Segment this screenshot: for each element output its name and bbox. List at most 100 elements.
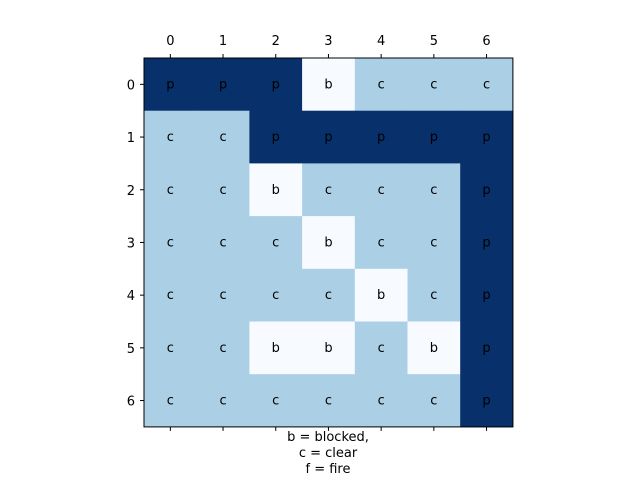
cell-label-5-5: b: [430, 341, 438, 356]
cell-4-1: [196, 268, 250, 322]
cell-0-6: [460, 58, 514, 112]
cell-label-6-5: c: [430, 394, 437, 409]
y-tick-label-0: 0: [127, 78, 135, 93]
cell-label-0-6: c: [483, 77, 490, 92]
y-tick-label-1: 1: [127, 131, 135, 146]
cell-label-2-3: c: [325, 183, 332, 198]
y-tick-label-5: 5: [127, 342, 135, 357]
cell-label-1-3: p: [324, 130, 332, 145]
cell-label-6-2: c: [272, 394, 279, 409]
cell-label-0-0: p: [166, 77, 174, 92]
y-tick-label-2: 2: [127, 184, 135, 199]
cell-5-2: [249, 321, 303, 375]
cell-label-5-0: c: [167, 341, 174, 356]
cell-label-0-5: c: [430, 77, 437, 92]
cell-1-6: [460, 110, 514, 164]
cell-1-2: [249, 110, 303, 164]
cell-5-3: [302, 321, 356, 375]
cell-labels-layer: p p p b c c c c c p p p p p c c b c c c p c c c b c c p c c c c b c p c c b b c…: [166, 77, 490, 408]
x-tick-label-0: 0: [166, 34, 174, 49]
cell-label-3-4: c: [378, 235, 385, 250]
cell-label-0-1: p: [219, 77, 227, 92]
cell-3-6: [460, 216, 514, 270]
cell-label-3-1: c: [219, 235, 226, 250]
cell-0-0: [144, 58, 198, 112]
cell-label-4-2: c: [272, 288, 279, 303]
cell-label-3-2: c: [272, 235, 279, 250]
x-tick-label-2: 2: [272, 34, 280, 49]
cell-label-3-6: p: [482, 235, 490, 250]
cell-label-5-6: p: [482, 341, 490, 356]
cell-4-5: [407, 268, 461, 322]
cell-4-3: [302, 268, 356, 322]
cell-label-6-3: c: [325, 394, 332, 409]
legend-line-clear: c = clear: [298, 446, 358, 461]
cell-5-5: [407, 321, 461, 375]
cell-5-0: [144, 321, 198, 375]
cell-label-0-4: c: [378, 77, 385, 92]
cell-3-4: [354, 216, 408, 270]
cell-2-0: [144, 163, 198, 217]
legend-line-fire: f = fire: [305, 462, 351, 477]
cell-label-2-6: p: [482, 183, 490, 198]
cell-6-2: [249, 374, 303, 428]
cell-4-6: [460, 268, 514, 322]
cell-1-4: [354, 110, 408, 164]
cell-label-1-5: p: [430, 130, 438, 145]
cell-label-5-4: c: [378, 341, 385, 356]
cell-label-6-4: c: [378, 394, 385, 409]
cell-label-6-1: c: [219, 394, 226, 409]
cell-0-3: [302, 58, 356, 112]
cell-3-5: [407, 216, 461, 270]
cell-6-6: [460, 374, 514, 428]
cell-label-4-6: p: [482, 288, 490, 303]
cell-label-3-0: c: [167, 235, 174, 250]
cell-label-1-6: p: [482, 130, 490, 145]
x-tick-label-3: 3: [324, 34, 332, 49]
x-tick-label-5: 5: [430, 34, 438, 49]
cell-3-1: [196, 216, 250, 270]
cell-label-1-4: p: [377, 130, 385, 145]
cell-0-1: [196, 58, 250, 112]
cell-2-6: [460, 163, 514, 217]
cell-4-0: [144, 268, 198, 322]
cell-6-4: [354, 374, 408, 428]
cell-label-1-0: c: [167, 130, 174, 145]
cell-label-0-2: p: [272, 77, 280, 92]
cell-label-5-2: b: [272, 341, 280, 356]
cell-label-3-3: b: [324, 235, 332, 250]
y-tick-label-3: 3: [127, 236, 135, 251]
cell-0-4: [354, 58, 408, 112]
cell-label-3-5: c: [430, 235, 437, 250]
cell-label-2-5: c: [430, 183, 437, 198]
cell-6-0: [144, 374, 198, 428]
cell-label-0-3: b: [324, 77, 332, 92]
legend-caption: b = blocked, c = clear f = fire: [0, 430, 640, 478]
cell-label-1-2: p: [272, 130, 280, 145]
cell-6-1: [196, 374, 250, 428]
cells-layer: [144, 58, 514, 428]
cell-1-3: [302, 110, 356, 164]
cell-5-6: [460, 321, 514, 375]
cell-3-0: [144, 216, 198, 270]
cell-2-2: [249, 163, 303, 217]
cell-label-2-0: c: [167, 183, 174, 198]
cell-2-1: [196, 163, 250, 217]
cell-5-1: [196, 321, 250, 375]
cell-1-0: [144, 110, 198, 164]
cell-4-4: [354, 268, 408, 322]
cell-2-3: [302, 163, 356, 217]
cell-1-1: [196, 110, 250, 164]
cell-3-3: [302, 216, 356, 270]
legend-line-blocked: b = blocked,: [287, 430, 369, 445]
cell-label-4-5: c: [430, 288, 437, 303]
cell-label-2-2: b: [272, 183, 280, 198]
cell-label-4-4: b: [377, 288, 385, 303]
cell-label-6-6: p: [482, 394, 490, 409]
cell-2-5: [407, 163, 461, 217]
y-tick-label-6: 6: [127, 395, 135, 410]
cell-label-4-1: c: [219, 288, 226, 303]
cell-2-4: [354, 163, 408, 217]
